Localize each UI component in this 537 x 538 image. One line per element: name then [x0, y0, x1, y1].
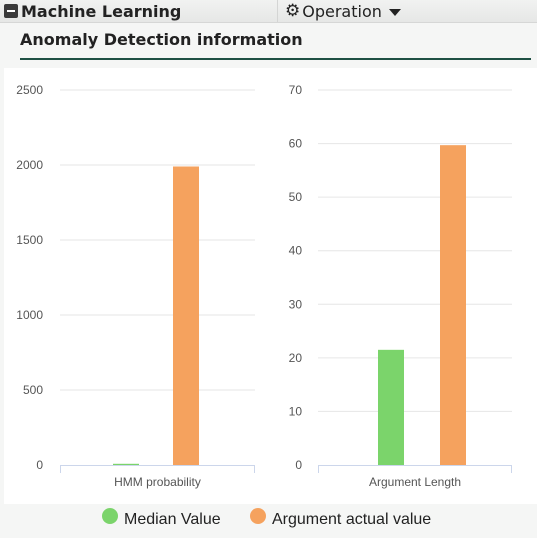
- operation-menu[interactable]: ⚙ Operation: [285, 1, 401, 21]
- top-bar: Machine Learning ⚙ Operation: [0, 0, 537, 23]
- chart-panel: [4, 68, 537, 504]
- chart-legend: Median Value Argument actual value: [0, 505, 537, 538]
- legend-dot-actual: [250, 508, 266, 524]
- legend-item-actual[interactable]: Argument actual value: [250, 508, 432, 529]
- legend-label-median: Median Value: [124, 511, 221, 528]
- minus-square-icon[interactable]: [4, 4, 18, 18]
- operation-label: Operation: [302, 1, 382, 21]
- legend-label-actual: Argument actual value: [272, 511, 432, 528]
- toolbar-divider: [277, 0, 278, 22]
- machine-learning-toggle[interactable]: Machine Learning: [4, 1, 181, 21]
- caret-down-icon: [388, 8, 401, 16]
- panel-title: Machine Learning: [21, 1, 182, 21]
- legend-dot-median: [102, 508, 118, 524]
- section-header: Anomaly Detection information: [20, 24, 531, 60]
- gear-icon: ⚙: [285, 0, 301, 21]
- section-title: Anomaly Detection information: [20, 30, 303, 49]
- legend-item-median[interactable]: Median Value: [102, 508, 221, 529]
